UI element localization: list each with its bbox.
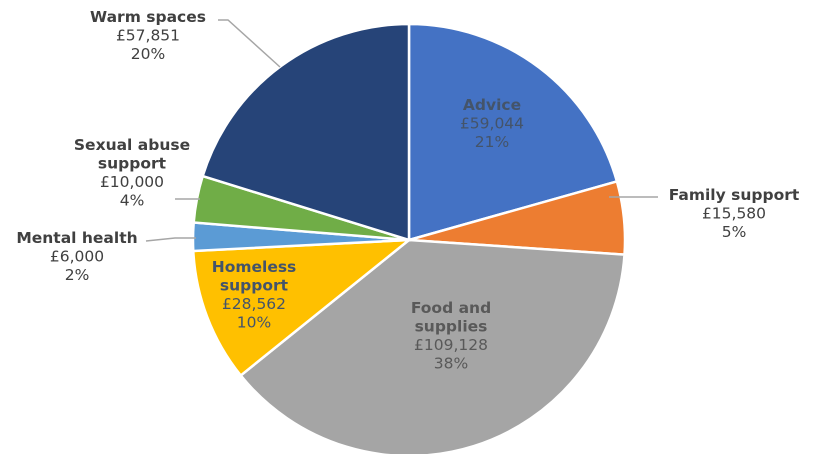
label-percent-family-support: 5% bbox=[722, 223, 747, 241]
label-name-family-support: Family support bbox=[669, 186, 800, 204]
pie-slice-advice bbox=[407, 22, 619, 242]
slices-layer bbox=[191, 22, 627, 454]
leader-lines-layer bbox=[145, 19, 658, 242]
label-value-mental-health: £6,000 bbox=[50, 248, 104, 266]
label-name-sexual-abuse-support: Sexual abuse bbox=[74, 136, 190, 154]
label-name-homeless-support: support bbox=[220, 277, 289, 295]
label-name-warm-spaces: Warm spaces bbox=[90, 8, 206, 26]
label-value-family-support: £15,580 bbox=[702, 205, 766, 223]
label-percent-advice: 21% bbox=[475, 133, 509, 151]
leader-line-warm-spaces bbox=[218, 19, 281, 68]
label-name-mental-health: Mental health bbox=[16, 229, 137, 247]
leader-line-mental-health bbox=[145, 237, 196, 242]
label-value-warm-spaces: £57,851 bbox=[116, 27, 180, 45]
label-value-sexual-abuse-support: £10,000 bbox=[100, 173, 164, 191]
label-name-food-and-supplies: Food and bbox=[411, 299, 491, 317]
label-percent-warm-spaces: 20% bbox=[131, 45, 165, 63]
label-name-homeless-support: Homeless bbox=[212, 258, 297, 276]
label-percent-sexual-abuse-support: 4% bbox=[120, 192, 145, 210]
label-value-food-and-supplies: £109,128 bbox=[414, 336, 488, 354]
pie-slice-warm-spaces bbox=[201, 22, 411, 242]
label-percent-mental-health: 2% bbox=[65, 266, 90, 284]
label-name-sexual-abuse-support: support bbox=[98, 155, 167, 173]
label-percent-homeless-support: 10% bbox=[237, 314, 271, 332]
pie-slice-food-and-supplies bbox=[238, 238, 626, 454]
label-value-homeless-support: £28,562 bbox=[222, 295, 286, 313]
label-name-advice: Advice bbox=[463, 96, 521, 114]
pie-slice-homeless-support bbox=[191, 238, 413, 378]
label-name-food-and-supplies: supplies bbox=[415, 318, 488, 336]
label-percent-food-and-supplies: 38% bbox=[434, 355, 468, 373]
label-value-advice: £59,044 bbox=[460, 115, 524, 133]
